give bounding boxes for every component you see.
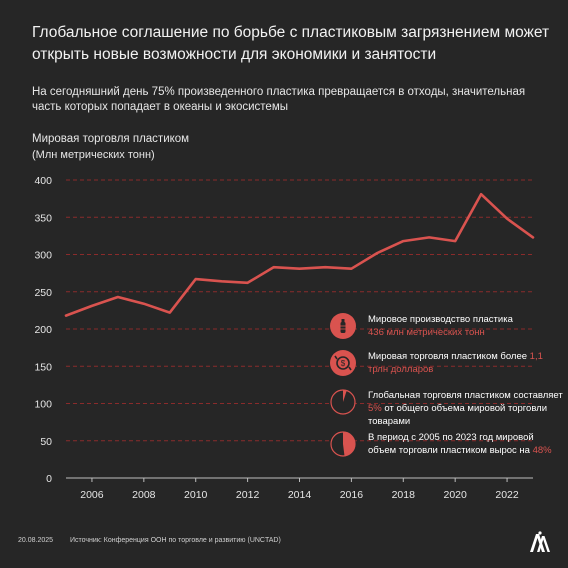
info-trade-value: 1,1 трлн долларов [368,351,543,375]
y-tick-label: 200 [34,324,52,336]
info-share-after: от общего объема мировой торговли товара… [368,403,548,427]
y-tick-label: 350 [34,212,52,224]
x-tick-label: 2022 [495,489,519,501]
y-tick-label: 0 [46,473,52,485]
info-growth-text: В период с 2005 по 2023 год мировой объе… [368,431,563,457]
pie-small-icon [330,389,356,415]
chart-title: Мировая торговля пластиком [32,133,190,145]
x-tick-label: 2020 [443,489,467,501]
y-tick-label: 100 [34,399,52,411]
info-share-text: Глобальная торговля пластиком составляет… [368,389,563,428]
info-production-label: Мировое производство пластика [368,314,513,325]
y-tick-label: 300 [34,250,52,262]
page-subtitle: На сегодняшний день 75% произведенного п… [32,86,526,113]
x-tick-label: 2006 [80,489,104,501]
bottle-icon [330,313,356,339]
footer-date: 20.08.2025 [18,537,54,544]
y-tick-label: 400 [34,175,52,187]
x-tick-label: 2012 [236,489,260,501]
chart-unit: (Млн метрических тонн) [32,149,155,161]
info-production-value: 436 млн метрических тонн [368,327,485,338]
info-growth-label: В период с 2005 по 2023 год мировой объе… [368,432,534,456]
info-share-label: Глобальная торговля пластиком составляет [368,390,563,401]
y-tick-label: 50 [40,436,52,448]
y-tick-label: 250 [34,287,52,299]
info-trade-label: Мировая торговля пластиком более [368,351,530,362]
y-tick-label: 150 [34,361,52,373]
info-share-value: 5% [368,403,382,414]
info-production-text: Мировое производство пластика 436 млн ме… [368,313,563,339]
trade-icon: $ [330,350,356,376]
svg-text:$: $ [341,359,346,368]
x-tick-label: 2010 [184,489,208,501]
pie-half-icon [330,431,356,457]
footer-source: Источник: Конференция ООН по торговле и … [70,537,281,544]
x-tick-label: 2016 [340,489,364,501]
aa-logo [530,531,550,552]
x-tick-label: 2018 [392,489,416,501]
x-tick-label: 2014 [288,489,312,501]
info-growth-value: 48% [532,445,552,456]
page-title: Глобальное соглашение по борьбе с пласти… [32,24,550,63]
info-trade-text: Мировая торговля пластиком более 1,1 трл… [368,350,563,376]
x-tick-label: 2008 [132,489,156,501]
